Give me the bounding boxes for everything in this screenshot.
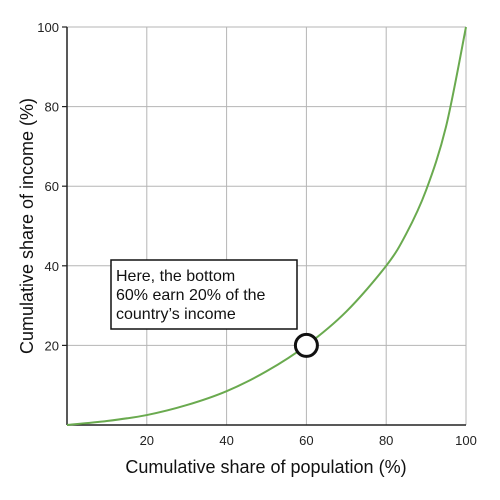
x-tick-label-2: 60 [299, 433, 313, 448]
annotation-line-2: 60% earn 20% of the [116, 287, 266, 304]
y-tick-label-4: 100 [37, 20, 59, 35]
y-tick-label-1: 40 [45, 259, 59, 274]
annotation-line-1: Here, the bottom [116, 268, 235, 285]
x-tick-label-4: 100 [455, 433, 477, 448]
annotation: Here, the bottom 60% earn 20% of the cou… [110, 259, 298, 330]
y-tick-label-0: 20 [45, 338, 59, 353]
series-line-0 [66, 26, 467, 426]
annotation-box [110, 259, 298, 330]
x-tick-labels: 20 40 60 80 100 [140, 433, 477, 448]
annotation-line-3: country’s income [116, 306, 236, 323]
y-tick-label-2: 60 [45, 179, 59, 194]
y-axis-title: Cumulative share of income (%) [17, 98, 37, 354]
x-tick-label-1: 40 [219, 433, 233, 448]
grid-lines [67, 26, 467, 425]
series-curve [66, 26, 467, 426]
axes [62, 26, 466, 426]
x-axis-title: Cumulative share of population (%) [125, 457, 406, 477]
y-tick-labels: 20 40 60 80 100 [37, 20, 59, 353]
x-tick-label-3: 80 [379, 433, 393, 448]
y-tick-label-3: 80 [45, 100, 59, 115]
highlight-point-circle [293, 332, 319, 358]
highlight-marker [293, 332, 319, 358]
x-tick-label-0: 20 [140, 433, 154, 448]
